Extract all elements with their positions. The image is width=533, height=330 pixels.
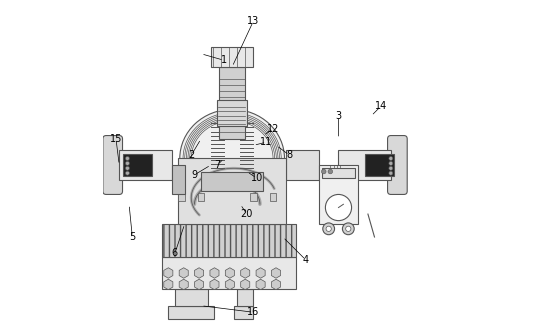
Bar: [270, 193, 276, 201]
Bar: [198, 193, 204, 201]
Text: 16: 16: [247, 307, 260, 317]
Text: 9: 9: [191, 170, 198, 180]
Text: 14: 14: [375, 101, 387, 111]
Circle shape: [326, 226, 332, 231]
Circle shape: [125, 156, 130, 160]
FancyBboxPatch shape: [217, 100, 247, 126]
FancyBboxPatch shape: [286, 150, 319, 180]
Text: 3: 3: [335, 111, 342, 121]
Text: 15: 15: [110, 134, 122, 144]
Circle shape: [321, 169, 326, 174]
FancyBboxPatch shape: [387, 136, 407, 194]
Text: 10: 10: [251, 173, 263, 183]
Circle shape: [389, 166, 393, 170]
Text: 2: 2: [188, 150, 195, 160]
Circle shape: [389, 161, 393, 165]
FancyBboxPatch shape: [175, 289, 207, 306]
Circle shape: [342, 223, 354, 235]
FancyBboxPatch shape: [123, 153, 152, 177]
FancyBboxPatch shape: [172, 165, 185, 194]
FancyBboxPatch shape: [237, 289, 253, 306]
FancyBboxPatch shape: [338, 150, 391, 180]
Bar: [250, 193, 257, 201]
Circle shape: [328, 169, 333, 174]
Text: 20: 20: [241, 209, 253, 219]
Circle shape: [323, 223, 335, 235]
FancyBboxPatch shape: [201, 172, 263, 191]
Circle shape: [346, 226, 351, 231]
Text: 4: 4: [303, 255, 309, 265]
Text: 6: 6: [172, 248, 178, 258]
Text: 7: 7: [214, 160, 221, 170]
FancyBboxPatch shape: [234, 306, 253, 319]
FancyBboxPatch shape: [162, 257, 296, 289]
Text: 12: 12: [267, 124, 279, 134]
Bar: [178, 193, 185, 201]
FancyBboxPatch shape: [162, 224, 296, 257]
Ellipse shape: [180, 109, 285, 208]
Text: 11: 11: [261, 137, 272, 147]
Circle shape: [125, 161, 130, 165]
Text: 8: 8: [286, 150, 293, 160]
FancyBboxPatch shape: [178, 158, 286, 224]
FancyBboxPatch shape: [103, 136, 123, 194]
Text: 13: 13: [247, 16, 260, 26]
Circle shape: [125, 166, 130, 170]
Text: 1: 1: [221, 55, 227, 65]
Circle shape: [389, 171, 393, 175]
Circle shape: [389, 156, 393, 160]
Text: 5: 5: [129, 232, 135, 242]
FancyBboxPatch shape: [168, 306, 214, 319]
Circle shape: [326, 194, 352, 221]
FancyBboxPatch shape: [119, 150, 172, 180]
FancyBboxPatch shape: [319, 165, 358, 224]
FancyBboxPatch shape: [219, 67, 245, 139]
FancyBboxPatch shape: [322, 168, 355, 178]
FancyBboxPatch shape: [211, 47, 253, 67]
Circle shape: [125, 171, 130, 175]
FancyBboxPatch shape: [365, 153, 394, 177]
